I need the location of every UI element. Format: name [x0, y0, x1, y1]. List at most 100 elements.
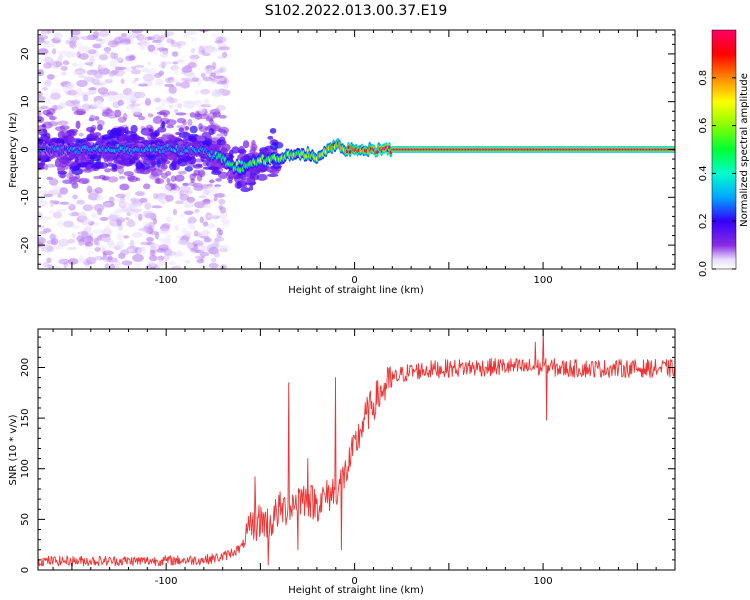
band-blob: [229, 172, 237, 179]
noise-speckle: [95, 100, 104, 107]
noise-speckle: [153, 97, 162, 103]
y-tick-label: 0: [20, 146, 31, 152]
noise-speckle: [86, 185, 93, 194]
snr-panel: -100 0 100 0 50 100 150 200 Height of straight …: [8, 328, 676, 596]
noise-speckle: [182, 120, 187, 126]
noise-speckle: [42, 30, 48, 37]
noise-speckle: [130, 208, 142, 213]
band-blob: [85, 126, 96, 133]
noise-speckle: [77, 211, 87, 220]
noise-speckle: [194, 255, 203, 261]
noise-speckle: [168, 104, 173, 109]
noise-speckle: [198, 107, 206, 114]
noise-speckle: [81, 104, 88, 109]
noise-speckle: [115, 93, 126, 101]
band-blob: [160, 164, 168, 170]
noise-speckle: [104, 225, 111, 234]
y-tick-label: 0: [20, 567, 31, 573]
noise-speckle: [62, 220, 75, 228]
noise-speckle: [65, 39, 71, 45]
noise-speckle: [142, 73, 155, 82]
noise-speckle: [134, 262, 142, 269]
noise-speckle: [144, 98, 152, 106]
noise-speckle: [97, 65, 106, 70]
colorbar-tick-label: 0.0: [698, 261, 709, 277]
noise-speckle: [130, 107, 142, 116]
band-blob: [50, 138, 57, 143]
noise-speckle: [142, 221, 150, 227]
band-blob: [75, 120, 81, 130]
noise-speckle: [190, 222, 195, 229]
noise-speckle: [215, 192, 226, 198]
noise-speckle: [104, 168, 111, 173]
band-blob: [266, 173, 279, 177]
noise-speckle: [221, 51, 228, 59]
snr-series-line: [38, 329, 675, 567]
noise-speckle: [144, 202, 152, 210]
noise-speckle: [78, 61, 84, 70]
noise-speckle: [123, 235, 130, 239]
noise-speckle: [210, 72, 217, 77]
noise-speckle: [44, 79, 52, 87]
noise-speckle: [38, 106, 45, 111]
noise-speckle: [95, 241, 101, 247]
noise-speckle: [199, 252, 210, 257]
noise-speckle: [184, 210, 194, 216]
band-blob: [177, 158, 188, 167]
noise-speckle: [42, 40, 50, 45]
noise-speckle: [62, 60, 70, 66]
noise-speckle: [185, 30, 198, 36]
y-tick-label: 150: [20, 409, 31, 428]
noise-speckle: [69, 176, 79, 180]
noise-speckle: [98, 54, 109, 61]
noise-speckle: [47, 121, 59, 127]
noise-speckle: [76, 235, 85, 242]
noise-speckle: [78, 75, 86, 79]
noise-speckle: [94, 187, 103, 194]
noise-speckle: [174, 174, 185, 182]
noise-speckle: [151, 40, 163, 44]
band-blob: [90, 163, 101, 169]
noise-speckle: [114, 109, 122, 118]
noise-speckle: [106, 257, 119, 263]
ridge-core: [83, 145, 86, 149]
noise-speckle: [96, 197, 103, 202]
noise-speckle: [38, 111, 42, 117]
band-blob: [178, 127, 184, 133]
noise-speckle: [107, 39, 119, 48]
noise-speckle: [180, 81, 191, 89]
x-tick-label: 0: [351, 576, 357, 587]
noise-speckle: [67, 238, 76, 244]
noise-speckle: [90, 212, 99, 218]
noise-speckle: [186, 196, 196, 203]
noise-speckle: [182, 33, 189, 38]
noise-speckle: [154, 178, 165, 185]
noise-speckle: [213, 240, 220, 248]
noise-speckle: [187, 72, 197, 79]
noise-speckle: [72, 70, 84, 76]
noise-speckle: [157, 260, 167, 266]
noise-speckle: [197, 50, 208, 56]
band-blob: [236, 180, 242, 189]
noise-speckle: [193, 230, 199, 237]
noise-speckle: [153, 192, 158, 200]
noise-speckle: [130, 69, 141, 75]
noise-speckle: [85, 256, 97, 265]
noise-speckle: [138, 45, 146, 51]
noise-speckle: [122, 112, 128, 121]
band-blob: [93, 132, 102, 137]
band-blob: [121, 133, 134, 143]
noise-speckle: [38, 116, 45, 124]
noise-speckle: [212, 75, 224, 79]
noise-speckle: [38, 37, 45, 44]
noise-speckle: [73, 99, 80, 107]
noise-speckle: [104, 51, 111, 55]
spectrogram-xlabel: Height of straight line (km): [288, 285, 424, 296]
noise-speckle: [218, 245, 227, 252]
noise-speckle: [58, 258, 70, 265]
noise-speckle: [82, 168, 93, 173]
noise-speckle: [94, 116, 100, 121]
noise-speckle: [218, 198, 226, 205]
noise-speckle: [171, 51, 179, 57]
